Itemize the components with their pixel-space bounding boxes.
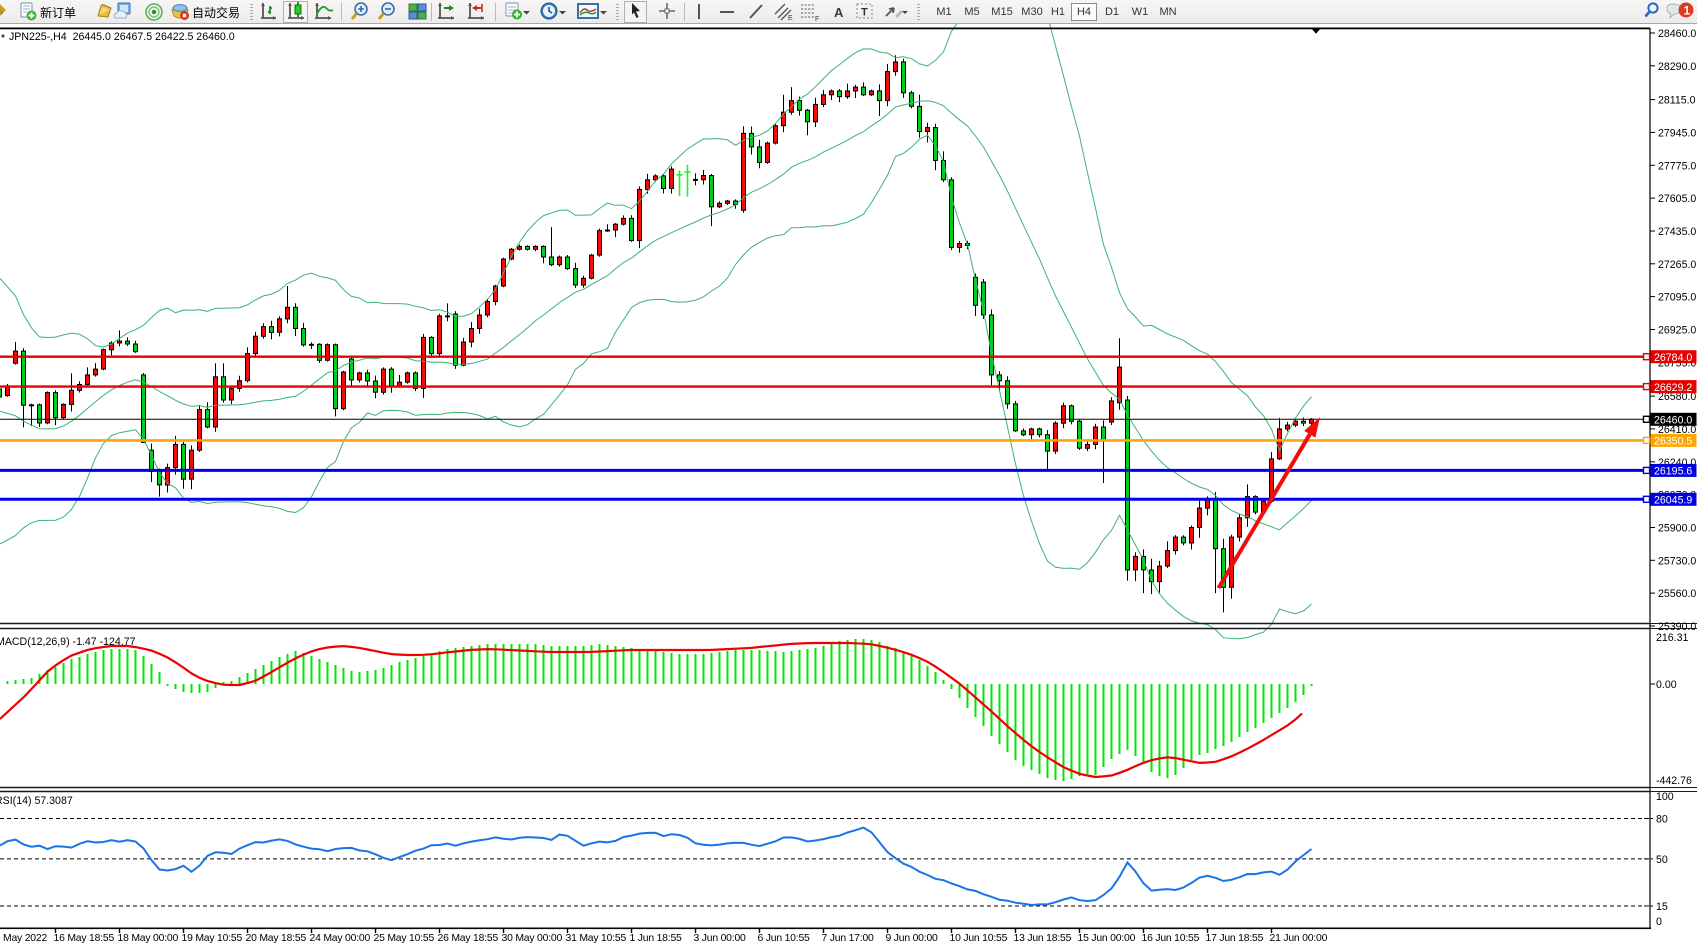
svg-text:28115.0: 28115.0 (1658, 95, 1696, 107)
svg-text:27435.0: 27435.0 (1658, 226, 1696, 238)
svg-text:20 May 18:55: 20 May 18:55 (246, 933, 307, 944)
svg-text:6 Jun 10:55: 6 Jun 10:55 (758, 933, 811, 944)
svg-text:F: F (815, 16, 819, 23)
svg-text:1 Jun 18:55: 1 Jun 18:55 (630, 933, 683, 944)
svg-text:18 May 00:00: 18 May 00:00 (118, 933, 179, 944)
svg-text:16 Jun 10:55: 16 Jun 10:55 (1142, 933, 1200, 944)
svg-text:80: 80 (1656, 814, 1668, 826)
svg-text:E: E (788, 15, 793, 22)
svg-text:0: 0 (1656, 916, 1662, 928)
svg-text:RSI(14) 57.3087: RSI(14) 57.3087 (0, 795, 73, 807)
svg-text:26350.5: 26350.5 (1654, 436, 1692, 448)
svg-text:3 Jun 00:00: 3 Jun 00:00 (694, 933, 747, 944)
svg-text:27605.0: 27605.0 (1658, 193, 1696, 205)
svg-text:25390.0: 25390.0 (1658, 621, 1696, 633)
svg-text:27775.0: 27775.0 (1658, 160, 1696, 172)
svg-text:May 2022: May 2022 (3, 933, 47, 944)
svg-text:27945.0: 27945.0 (1658, 127, 1696, 139)
svg-text:26460.0: 26460.0 (1654, 415, 1692, 427)
svg-text:28290.0: 28290.0 (1658, 61, 1696, 73)
svg-text:0.00: 0.00 (1656, 679, 1677, 691)
svg-text:JPN225-,H4 26445.0 26467.5 26: JPN225-,H4 26445.0 26467.5 26422.5 26460… (9, 31, 235, 43)
svg-text:216.31: 216.31 (1656, 632, 1689, 644)
svg-text:25 May 10:55: 25 May 10:55 (374, 933, 435, 944)
svg-text:19 May 10:55: 19 May 10:55 (182, 933, 243, 944)
svg-text:28460.0: 28460.0 (1658, 28, 1696, 40)
svg-text:15 Jun 00:00: 15 Jun 00:00 (1078, 933, 1136, 944)
svg-text:T: T (861, 7, 868, 19)
svg-text:26195.6: 26195.6 (1654, 466, 1692, 478)
svg-text:9 Jun 00:00: 9 Jun 00:00 (886, 933, 939, 944)
svg-text:26045.9: 26045.9 (1654, 495, 1692, 507)
svg-text:30 May 00:00: 30 May 00:00 (502, 933, 563, 944)
svg-text:25900.0: 25900.0 (1658, 523, 1696, 535)
svg-text:10 Jun 10:55: 10 Jun 10:55 (950, 933, 1008, 944)
svg-text:27095.0: 27095.0 (1658, 292, 1696, 304)
svg-text:26580.0: 26580.0 (1658, 391, 1696, 403)
svg-text:26629.2: 26629.2 (1654, 382, 1692, 394)
svg-text:100: 100 (1656, 791, 1674, 803)
svg-text:1: 1 (1684, 4, 1691, 18)
svg-text:26925.0: 26925.0 (1658, 325, 1696, 337)
svg-text:25560.0: 25560.0 (1658, 588, 1696, 600)
svg-text:50: 50 (1656, 854, 1668, 866)
svg-text:MACD(12,26,9) -1.47 -124.77: MACD(12,26,9) -1.47 -124.77 (0, 636, 136, 648)
svg-text:15: 15 (1656, 901, 1668, 913)
svg-text:26 May 18:55: 26 May 18:55 (438, 933, 499, 944)
svg-text:26784.0: 26784.0 (1654, 352, 1692, 364)
svg-text:13 Jun 18:55: 13 Jun 18:55 (1014, 933, 1072, 944)
svg-text:25730.0: 25730.0 (1658, 555, 1696, 567)
svg-text:17 Jun 18:55: 17 Jun 18:55 (1206, 933, 1264, 944)
svg-text:16 May 18:55: 16 May 18:55 (54, 933, 115, 944)
svg-text:27265.0: 27265.0 (1658, 259, 1696, 271)
svg-text:7 Jun 17:00: 7 Jun 17:00 (822, 933, 875, 944)
svg-text:26410.0: 26410.0 (1658, 424, 1696, 436)
svg-text:21 Jun 00:00: 21 Jun 00:00 (1270, 933, 1328, 944)
svg-text:31 May 10:55: 31 May 10:55 (566, 933, 627, 944)
svg-text:24 May 00:00: 24 May 00:00 (310, 933, 371, 944)
svg-text:-442.76: -442.76 (1656, 775, 1692, 787)
